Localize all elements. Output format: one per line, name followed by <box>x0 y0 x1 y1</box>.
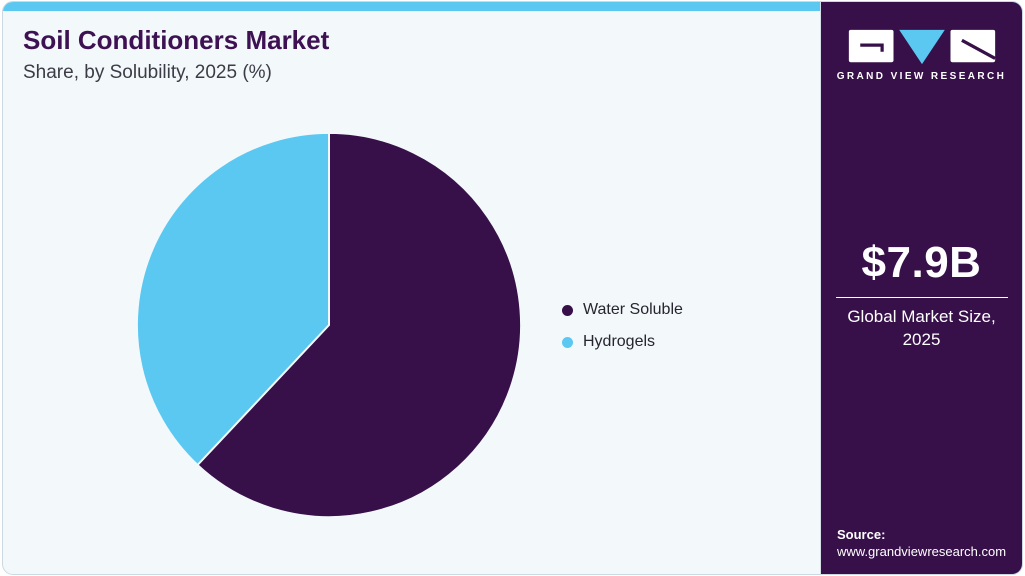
page-subtitle: Share, by Solubility, 2025 (%) <box>23 61 272 83</box>
market-size-label: Global Market Size, 2025 <box>847 307 996 349</box>
legend-item-hydrogels: Hydrogels <box>562 332 683 352</box>
pie-slice-water-soluble <box>196 131 523 518</box>
pie-slice-hydrogels <box>135 131 330 466</box>
source-url[interactable]: www.grandviewresearch.com <box>837 544 1007 559</box>
page-title: Soil Conditioners Market <box>23 25 330 55</box>
chart-legend: Water Soluble Hydrogels <box>562 300 683 352</box>
legend-swatch-hydrogels-icon <box>562 336 573 348</box>
source-block: Source: www.grandviewresearch.com <box>837 527 1006 559</box>
pie-chart <box>135 131 523 518</box>
legend-label-hydrogels: Hydrogels <box>583 333 656 350</box>
brand-name: GRAND VIEW RESEARCH <box>836 71 1007 82</box>
source-label: Source: <box>837 527 886 542</box>
gvr-logo: GRAND VIEW RESEARCH <box>821 28 1022 82</box>
market-size-divider <box>835 297 1008 298</box>
chart-header: Soil Conditioners Market Share, by Solub… <box>23 26 329 84</box>
top-accent-bar <box>3 2 1022 11</box>
legend-swatch-water-soluble-icon <box>562 304 573 316</box>
market-size-block: $7.9B Global Market Size, 2025 <box>821 238 1022 352</box>
legend-label-water-soluble: Water Soluble <box>583 301 683 318</box>
brand-sidebar: GRAND VIEW RESEARCH $7.9B Global Market … <box>820 2 1022 574</box>
gvr-logo-icon <box>848 29 996 65</box>
legend-item-water-soluble: Water Soluble <box>562 300 683 320</box>
market-size-value: $7.9B <box>861 238 982 287</box>
